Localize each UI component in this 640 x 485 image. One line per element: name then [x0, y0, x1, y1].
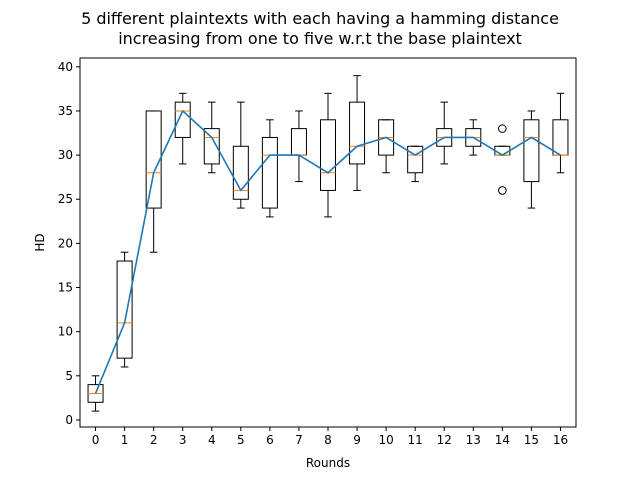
- x-tick-label: 16: [553, 433, 568, 447]
- y-axis: 0 5 10 15 20 25 30 35 40: [58, 60, 80, 427]
- box-iqr: [290, 128, 307, 156]
- x-tick-label: 3: [179, 433, 187, 447]
- x-tick-label: 6: [266, 433, 274, 447]
- box-1: [116, 251, 133, 368]
- box-14: [494, 124, 511, 195]
- box-iqr: [349, 101, 366, 165]
- outlier-point: [498, 186, 507, 195]
- box-iqr: [320, 119, 336, 191]
- box-iqr: [261, 136, 278, 209]
- chart-title: 5 different plaintexts with each having …: [81, 9, 559, 48]
- box-5: [232, 101, 249, 209]
- y-tick-label: 30: [58, 148, 73, 162]
- x-tick-label: 15: [524, 433, 539, 447]
- box-8: [320, 92, 336, 218]
- box-6: [261, 119, 278, 218]
- box-iqr: [494, 145, 511, 156]
- y-tick-label: 10: [58, 325, 73, 339]
- y-tick-label: 5: [65, 369, 73, 383]
- box-15: [523, 110, 540, 209]
- x-tick-label: 7: [295, 433, 303, 447]
- y-tick-label: 35: [58, 104, 73, 118]
- x-tick-label: 8: [324, 433, 332, 447]
- box-10: [378, 119, 395, 174]
- box-iqr: [552, 119, 569, 156]
- box-2: [145, 110, 162, 253]
- box-iqr: [407, 145, 424, 174]
- y-tick-label: 20: [58, 236, 73, 250]
- x-tick-label: 1: [121, 433, 129, 447]
- boxes-layer: [87, 75, 569, 412]
- chart-title-line: increasing from one to five w.r.t the ba…: [118, 29, 522, 48]
- x-tick-label: 11: [408, 433, 423, 447]
- x-tick-label: 5: [237, 433, 245, 447]
- x-axis-label: Rounds: [306, 456, 350, 470]
- x-tick-label: 0: [92, 433, 100, 447]
- box-iqr: [203, 128, 220, 165]
- box-0: [87, 375, 104, 412]
- median-trend-line: [94, 110, 561, 394]
- x-tick-label: 9: [353, 433, 361, 447]
- y-tick-label: 25: [58, 192, 73, 206]
- x-tick-label: 4: [208, 433, 216, 447]
- x-axis: 0 1 2 3 4 5 6 7 8 9 10 11 12 13 14 15 16: [92, 427, 568, 447]
- y-tick-label: 15: [58, 281, 73, 295]
- y-tick-label: 0: [65, 413, 73, 427]
- box-12: [436, 101, 453, 165]
- y-axis-label: HD: [33, 233, 47, 251]
- box-7: [290, 110, 307, 183]
- x-tick-label: 13: [466, 433, 481, 447]
- box-iqr: [232, 145, 249, 200]
- box-9: [349, 75, 366, 191]
- chart-title-line: 5 different plaintexts with each having …: [81, 9, 559, 28]
- y-tick-label: 40: [58, 60, 73, 74]
- box-iqr: [174, 101, 191, 138]
- median-line-layer: [94, 110, 561, 394]
- box-iqr: [145, 110, 162, 209]
- box-iqr: [116, 260, 133, 359]
- x-tick-label: 12: [437, 433, 452, 447]
- box-iqr: [523, 119, 540, 183]
- x-tick-label: 14: [495, 433, 510, 447]
- x-tick-label: 2: [150, 433, 158, 447]
- box-3: [174, 92, 191, 165]
- x-tick-label: 10: [378, 433, 393, 447]
- outlier-point: [498, 124, 507, 133]
- box-16: [552, 92, 569, 174]
